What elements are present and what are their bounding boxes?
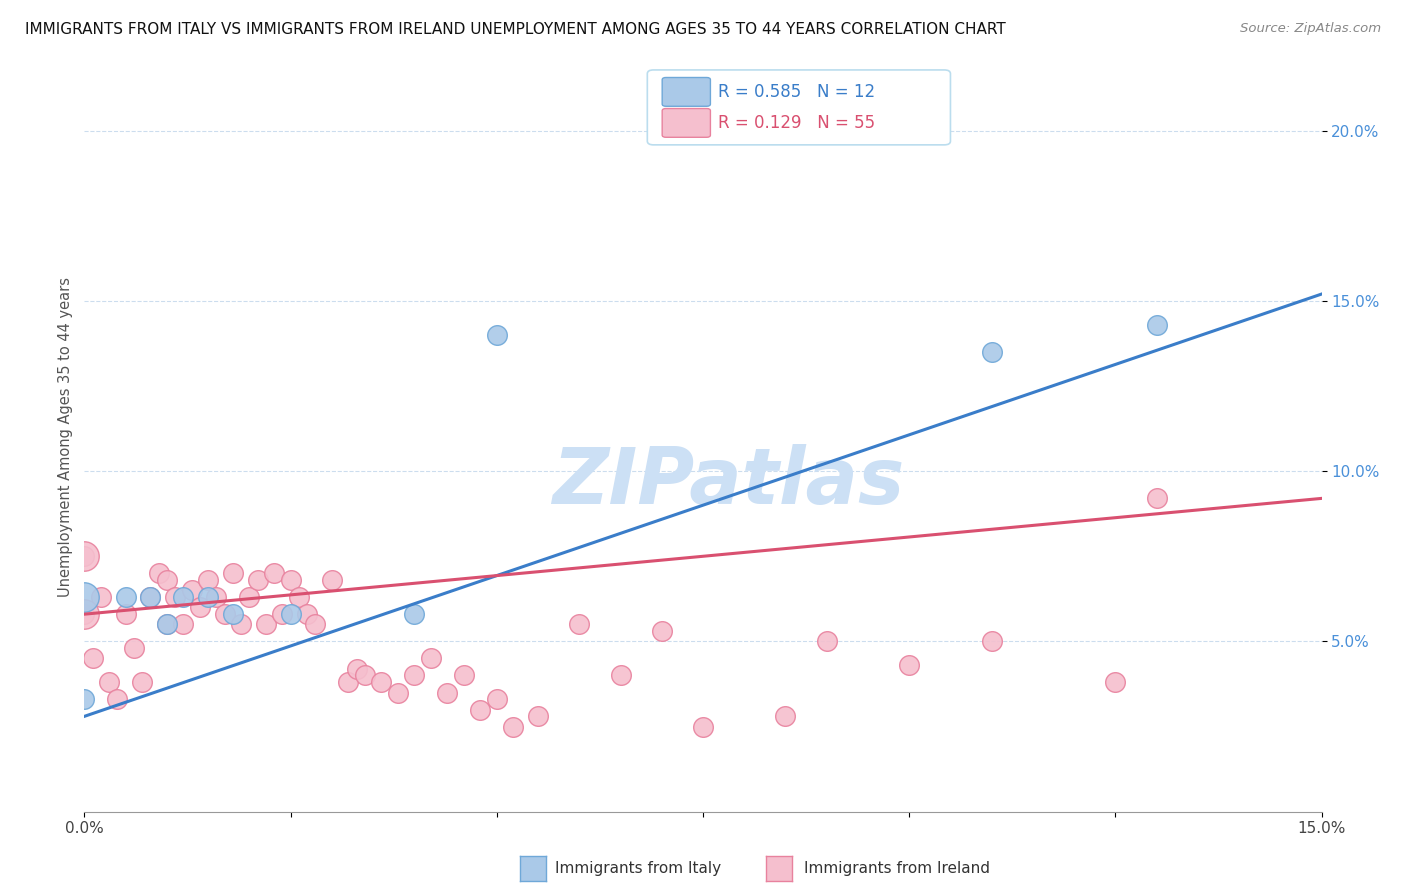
Point <box>73 590 96 604</box>
Point <box>346 662 368 676</box>
Point <box>156 617 179 632</box>
Point <box>470 702 492 716</box>
Point <box>131 675 153 690</box>
Point <box>229 617 252 632</box>
Point <box>775 709 797 723</box>
Text: ZIPatlas: ZIPatlas <box>551 444 904 520</box>
Point <box>271 607 294 622</box>
Point <box>419 651 441 665</box>
Point <box>280 573 302 587</box>
Point <box>122 641 145 656</box>
Point <box>898 658 921 673</box>
Point <box>73 607 96 622</box>
Point <box>304 617 326 632</box>
Point <box>165 590 187 604</box>
Point <box>82 651 104 665</box>
Point <box>90 590 112 604</box>
Point <box>527 709 550 723</box>
Point <box>114 590 136 604</box>
Point <box>73 549 96 564</box>
Text: Immigrants from Italy: Immigrants from Italy <box>555 862 721 876</box>
FancyBboxPatch shape <box>647 70 950 145</box>
Point <box>172 590 194 604</box>
Point <box>1146 491 1168 506</box>
Point <box>172 617 194 632</box>
Y-axis label: Unemployment Among Ages 35 to 44 years: Unemployment Among Ages 35 to 44 years <box>58 277 73 597</box>
Point <box>568 617 591 632</box>
Point <box>692 720 714 734</box>
Point <box>148 566 170 581</box>
Point <box>139 590 162 604</box>
Point <box>180 583 202 598</box>
Point <box>288 590 311 604</box>
Text: Source: ZipAtlas.com: Source: ZipAtlas.com <box>1240 22 1381 36</box>
Point <box>485 692 508 706</box>
FancyBboxPatch shape <box>662 78 710 106</box>
Point <box>404 668 426 682</box>
Text: IMMIGRANTS FROM ITALY VS IMMIGRANTS FROM IRELAND UNEMPLOYMENT AMONG AGES 35 TO 4: IMMIGRANTS FROM ITALY VS IMMIGRANTS FROM… <box>25 22 1007 37</box>
Point <box>387 685 409 699</box>
Text: R = 0.129   N = 55: R = 0.129 N = 55 <box>718 114 875 132</box>
Point <box>453 668 475 682</box>
Point <box>651 624 673 639</box>
Point <box>156 573 179 587</box>
Point <box>139 590 162 604</box>
Point <box>197 573 219 587</box>
Point <box>609 668 631 682</box>
Point <box>188 600 211 615</box>
Point <box>370 675 392 690</box>
Point <box>222 607 245 622</box>
Point <box>353 668 375 682</box>
Point <box>337 675 360 690</box>
Text: R = 0.585   N = 12: R = 0.585 N = 12 <box>718 83 875 101</box>
Point <box>280 607 302 622</box>
Point <box>502 720 524 734</box>
Point <box>295 607 318 622</box>
Point <box>980 634 1002 648</box>
Point <box>1104 675 1126 690</box>
Point <box>222 566 245 581</box>
Point <box>254 617 277 632</box>
Point <box>73 692 96 706</box>
Point <box>263 566 285 581</box>
Point <box>214 607 236 622</box>
Point <box>205 590 228 604</box>
Point <box>321 573 343 587</box>
Point <box>105 692 128 706</box>
Point <box>815 634 838 648</box>
Point <box>404 607 426 622</box>
Point <box>156 617 179 632</box>
Point <box>114 607 136 622</box>
Point <box>485 327 508 342</box>
Point <box>246 573 269 587</box>
Point <box>1146 318 1168 332</box>
Point <box>980 345 1002 359</box>
FancyBboxPatch shape <box>662 109 710 137</box>
Point <box>73 549 96 564</box>
Text: Immigrants from Ireland: Immigrants from Ireland <box>804 862 990 876</box>
Point <box>98 675 121 690</box>
Point <box>73 607 96 622</box>
Point <box>197 590 219 604</box>
Point <box>238 590 260 604</box>
Point <box>436 685 458 699</box>
